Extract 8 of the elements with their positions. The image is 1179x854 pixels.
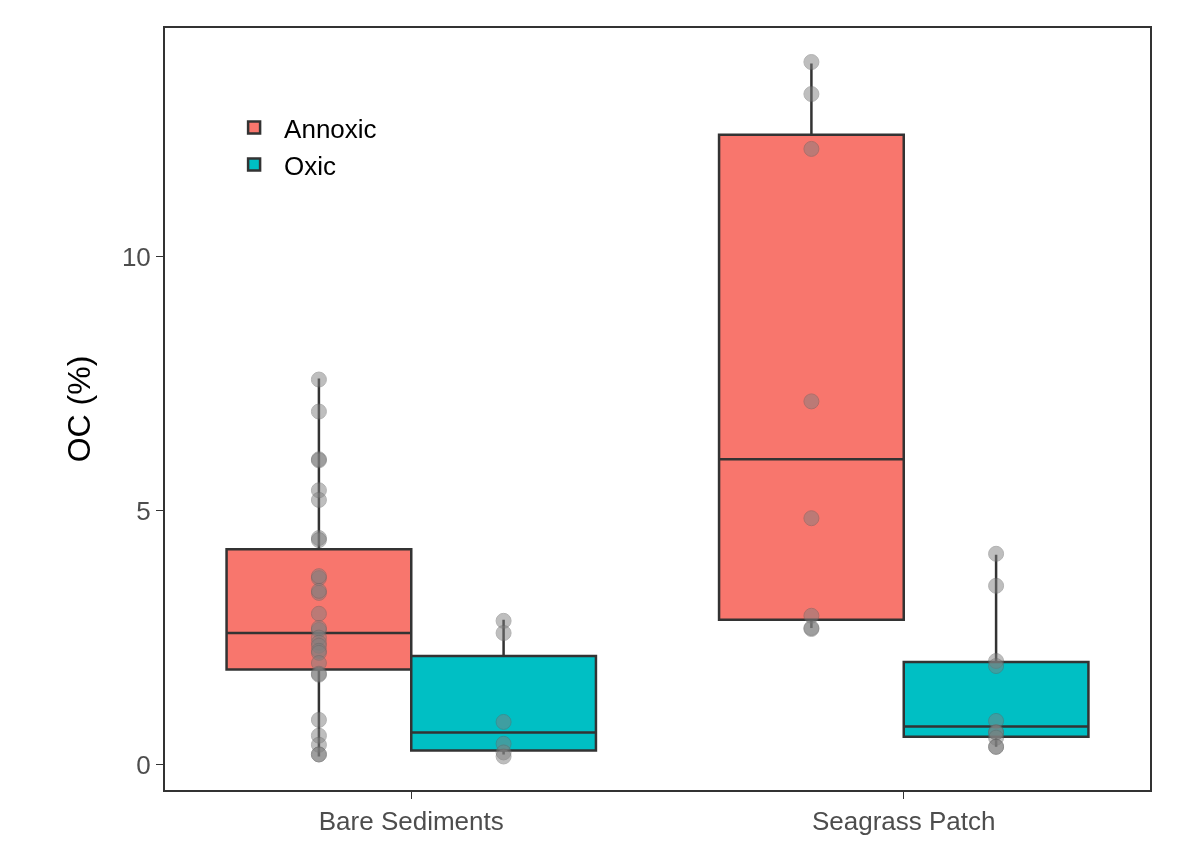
legend-label: Oxic: [284, 150, 337, 181]
x-tick-label: Seagrass Patch: [811, 806, 996, 837]
legend-label: Annoxic: [284, 113, 377, 144]
y-tick-label: 10: [121, 241, 151, 272]
y-tick-label: 5: [136, 495, 151, 526]
y-axis-title: OC (%): [61, 355, 97, 463]
y-tick-label: 0: [136, 749, 151, 780]
x-tick-label: Bare Sediments: [318, 806, 504, 837]
